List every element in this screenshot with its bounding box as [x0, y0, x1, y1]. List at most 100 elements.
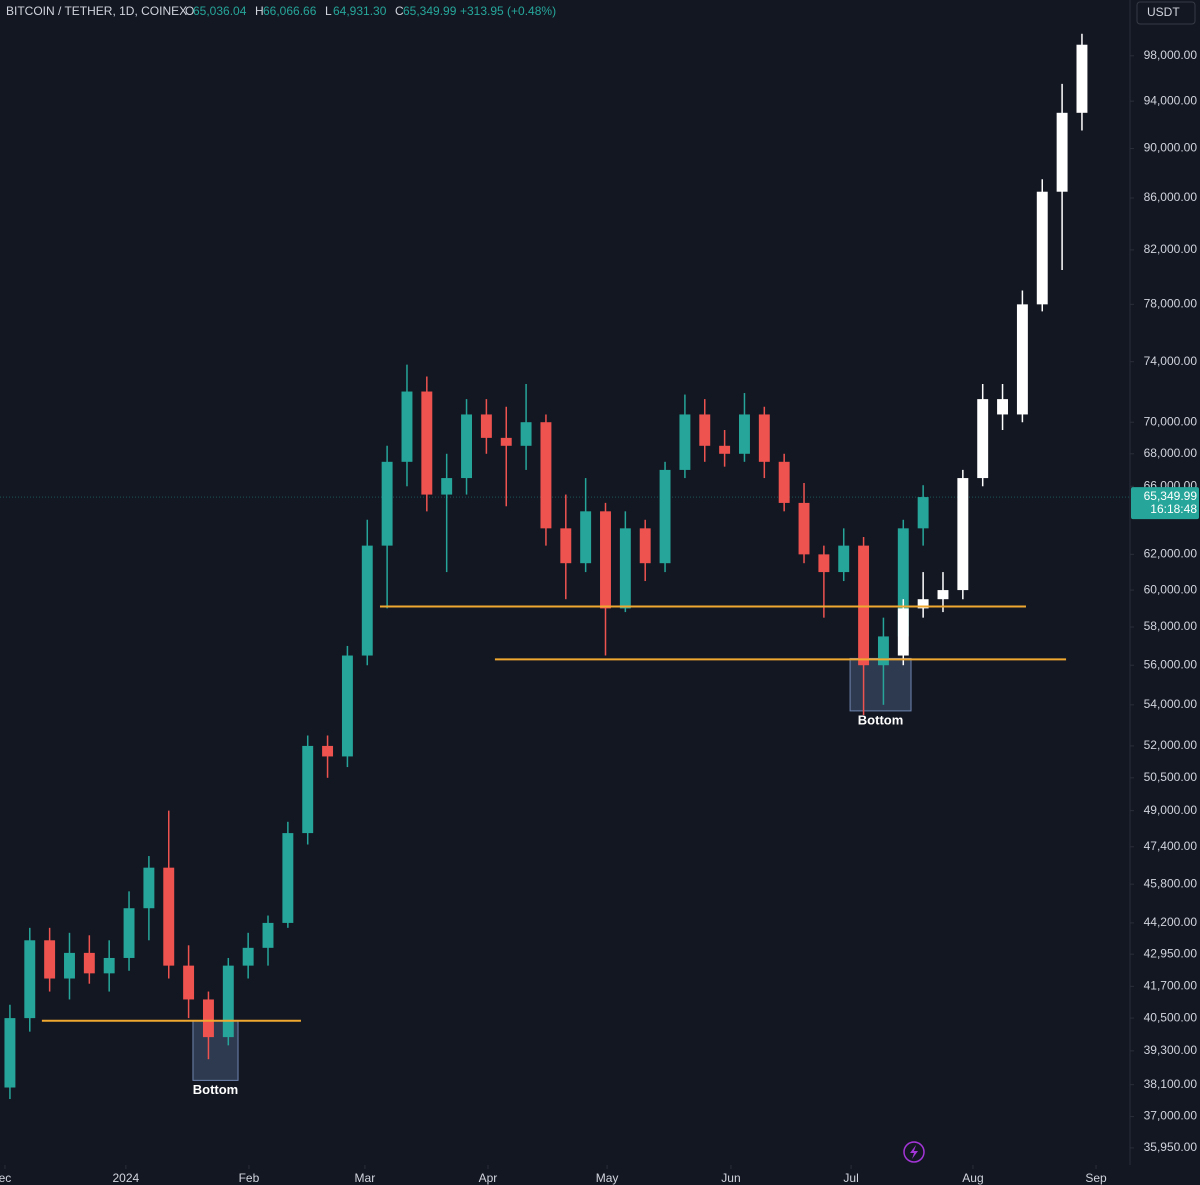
- y-tick-label: 82,000.00: [1144, 242, 1198, 256]
- candle-body: [4, 1018, 16, 1088]
- ohlc-key: O: [185, 4, 194, 18]
- y-tick-label: 56,000.00: [1144, 657, 1198, 671]
- y-tick-label: 47,400.00: [1144, 839, 1198, 853]
- last-price-label: 65,349.99: [1144, 489, 1198, 503]
- candle-body: [500, 437, 512, 446]
- x-tick-label: Jul: [843, 1171, 858, 1185]
- last-price-tag: [1131, 487, 1199, 520]
- candle-body: [520, 422, 532, 446]
- candle-body: [838, 545, 850, 573]
- candle-body: [540, 422, 552, 529]
- y-tick-label: 38,100.00: [1144, 1077, 1198, 1091]
- candle-body: [917, 599, 929, 609]
- candle-body: [64, 952, 75, 979]
- ohlc-value: 64,931.30: [333, 4, 387, 18]
- countdown: 16:18:48: [1150, 502, 1197, 516]
- ohlc-key: C: [395, 4, 404, 18]
- ohlc-value: 65,036.04: [193, 4, 247, 18]
- candle-body: [600, 511, 611, 609]
- bottom-box: [849, 657, 912, 712]
- y-tick-label: 70,000.00: [1144, 414, 1198, 428]
- candle-body: [560, 528, 572, 564]
- y-tick-label: 68,000.00: [1144, 446, 1198, 460]
- candle-body: [282, 833, 294, 923]
- currency: USDT: [1147, 5, 1180, 19]
- candle-body: [123, 908, 135, 958]
- candle-body: [917, 497, 929, 529]
- candle-body: [1016, 304, 1028, 415]
- y-tick-label: 90,000.00: [1144, 141, 1198, 155]
- x-tick-label: Aug: [962, 1171, 983, 1185]
- candle-body: [957, 478, 969, 591]
- y-tick-label: 54,000.00: [1144, 697, 1198, 711]
- candle-body: [858, 545, 870, 666]
- y-tick-label: 35,950.00: [1144, 1140, 1198, 1154]
- candle-body: [659, 469, 671, 564]
- ohlc-value: 65,349.99: [403, 4, 457, 18]
- candle-body: [977, 399, 989, 479]
- candle-body: [143, 867, 155, 909]
- candle-body: [163, 867, 175, 966]
- y-tick-label: 98,000.00: [1144, 48, 1198, 62]
- candle-body: [1056, 112, 1068, 192]
- ohlc-key: L: [325, 4, 332, 18]
- ohlc-key: H: [255, 4, 264, 18]
- candle-body: [739, 414, 750, 454]
- candle-body: [758, 414, 770, 462]
- candle-body: [897, 528, 909, 637]
- annotation-label: Bottom: [193, 1082, 239, 1097]
- candle-body: [262, 922, 274, 948]
- candle-body: [778, 461, 790, 503]
- y-tick-label: 44,200.00: [1144, 915, 1198, 929]
- candle-body: [1076, 44, 1088, 113]
- candle-body: [322, 745, 334, 757]
- currency-box[interactable]: [1136, 1, 1196, 25]
- y-tick-label: 50,500.00: [1144, 770, 1198, 784]
- candle-body: [24, 940, 36, 1019]
- x-tick-label: Feb: [239, 1171, 260, 1185]
- change: +313.95 (+0.48%): [460, 4, 556, 18]
- candle-body: [997, 399, 1009, 415]
- candle-body: [798, 502, 810, 555]
- y-tick-label: 45,800.00: [1144, 876, 1198, 890]
- candle-body: [877, 636, 889, 666]
- candle-body: [242, 947, 254, 966]
- y-tick-label: 42,950.00: [1144, 946, 1198, 960]
- candle-body: [619, 528, 631, 609]
- candle-body: [699, 414, 711, 446]
- x-tick-label: Mar: [355, 1171, 376, 1185]
- candle-body: [461, 414, 472, 479]
- candle-body: [937, 590, 949, 600]
- candle-body: [818, 554, 830, 573]
- candle-body: [381, 461, 393, 546]
- candle-body: [441, 478, 453, 495]
- candle-body: [83, 952, 95, 974]
- y-tick-label: 94,000.00: [1144, 93, 1198, 107]
- x-tick-label: May: [596, 1171, 619, 1185]
- y-tick-label: 52,000.00: [1144, 738, 1198, 752]
- y-tick-label: 58,000.00: [1144, 619, 1198, 633]
- candle-body: [897, 608, 909, 656]
- symbol-title: BITCOIN / TETHER, 1D, COINEX: [6, 4, 187, 18]
- ohlc-value: 66,066.66: [263, 4, 317, 18]
- y-tick-label: 37,000.00: [1144, 1109, 1198, 1123]
- candle-body: [341, 655, 353, 757]
- candle-body: [480, 414, 492, 438]
- candle-body: [44, 940, 56, 979]
- y-tick-label: 39,300.00: [1144, 1043, 1198, 1057]
- candle-body: [639, 528, 651, 564]
- candle-body: [580, 511, 592, 564]
- lightning-icon[interactable]: [903, 1141, 925, 1163]
- candle-body: [302, 745, 314, 834]
- y-tick-label: 60,000.00: [1144, 582, 1198, 596]
- x-tick-label: Apr: [479, 1171, 498, 1185]
- candle-body: [421, 391, 433, 495]
- x-tick-label: ec: [0, 1171, 11, 1185]
- x-tick-label: 2024: [113, 1171, 140, 1185]
- y-tick-label: 62,000.00: [1144, 547, 1198, 561]
- y-tick-label: 74,000.00: [1144, 354, 1198, 368]
- candle-body: [1036, 191, 1048, 305]
- y-tick-label: 49,000.00: [1144, 803, 1198, 817]
